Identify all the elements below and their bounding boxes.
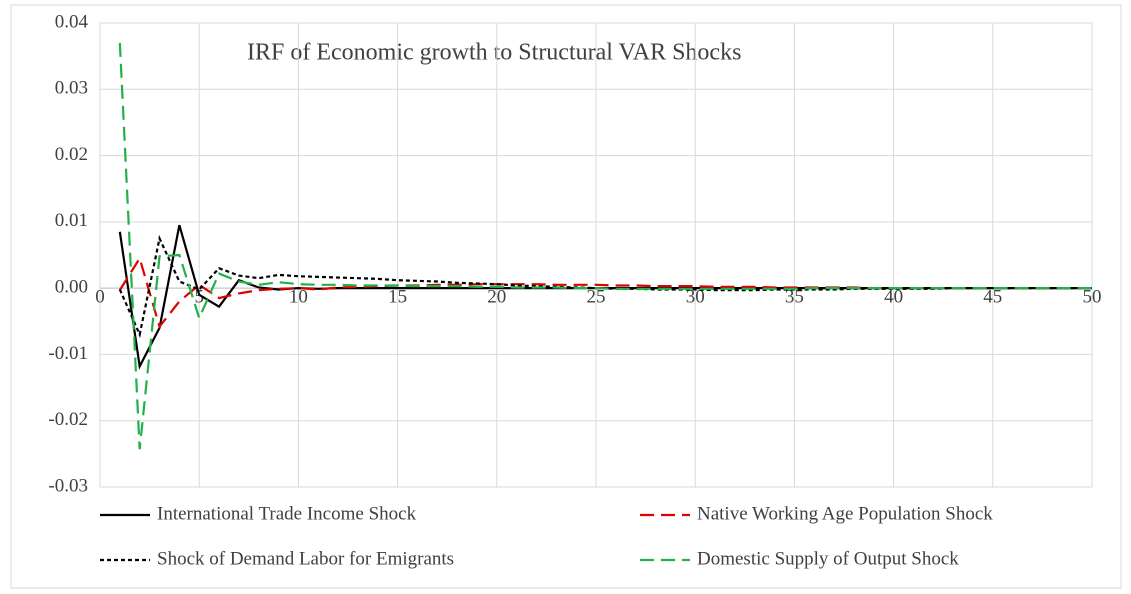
y-tick-label: 0.02 [55,144,88,165]
x-tick-label: 5 [194,287,204,308]
x-tick-label: 40 [884,287,903,308]
x-tick-label: 35 [785,287,804,308]
series-line [118,255,1092,329]
chart-title: IRF of Economic growth to Structural VAR… [247,40,741,66]
y-tick-label: 0.00 [55,277,88,298]
x-tick-label: 20 [487,287,506,308]
y-tick-label: 0.01 [55,210,88,231]
series-line [118,234,1092,339]
legend-label: Domestic Supply of Output Shock [697,548,959,569]
x-tick-label: 25 [587,287,606,308]
x-tick-label: 10 [289,287,308,308]
y-tick-label: 0.03 [55,78,88,99]
x-tick-label: 30 [686,287,705,308]
series-line [118,42,1092,450]
x-tick-label: 15 [388,287,407,308]
x-tick-label: 0 [95,287,105,308]
chart-border [10,4,1122,589]
legend-label: Shock of Demand Labor for Emigrants [157,548,454,569]
x-tick-label: 50 [1083,287,1102,308]
legend-label: Native Working Age Population Shock [697,503,993,524]
legend-label: International Trade Income Shock [157,503,417,524]
y-tick-label: -0.01 [48,343,88,364]
y-tick-label: 0.04 [55,11,89,32]
x-tick-label: 45 [983,287,1002,308]
y-tick-label: -0.03 [48,475,88,496]
y-tick-label: -0.02 [48,409,88,430]
